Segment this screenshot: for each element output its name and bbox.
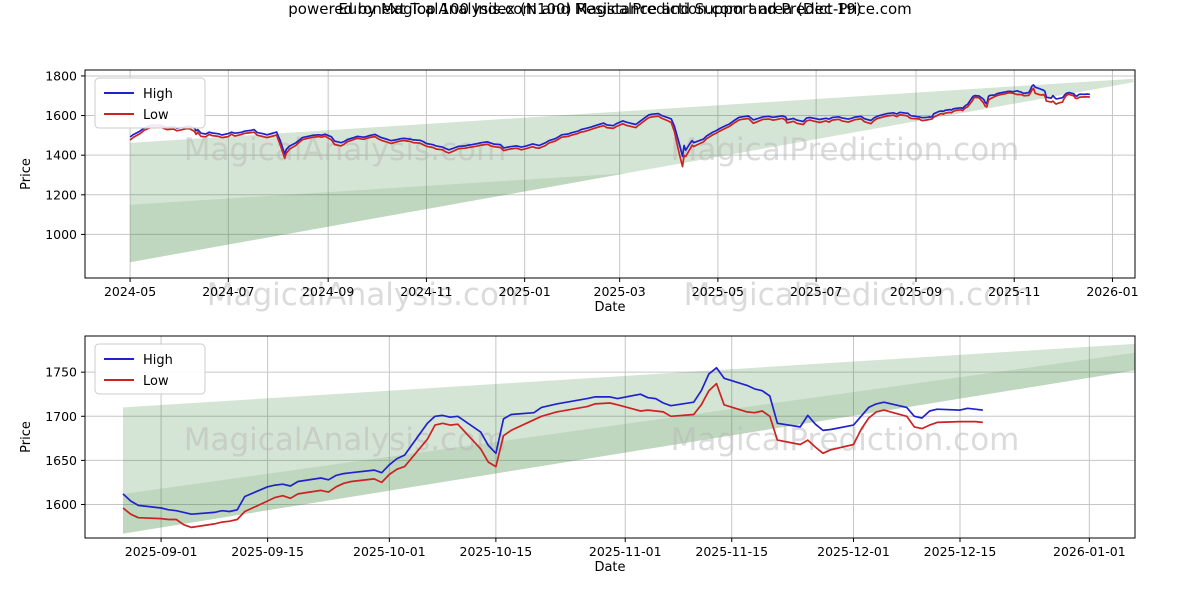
figure-title: Euronext Top 100 Index (N100) Resistance… — [338, 0, 862, 18]
watermark-text: MagicalPrediction.com — [684, 277, 1033, 313]
watermark-text: MagicalAnalysis.com — [184, 132, 506, 168]
x-tick-label: 2025-09 — [890, 284, 942, 299]
y-tick-label: 1750 — [45, 365, 77, 380]
watermark-text: MagicalPrediction.com — [671, 132, 1020, 168]
support-area-overlap — [130, 173, 627, 263]
x-tick-label: 2025-12-15 — [924, 544, 997, 559]
gridlines — [85, 70, 1135, 278]
x-tick-label: 2025-10-01 — [353, 544, 426, 559]
legend-box — [94, 343, 206, 395]
x-tick-label: 2025-09-01 — [125, 544, 198, 559]
top-chart: MagicalAnalysis.com MagicalPrediction.com… — [19, 68, 1139, 315]
bottom-chart: MagicalAnalysis.com MagicalPrediction.com… — [19, 335, 1136, 575]
plot-border — [84, 335, 1136, 539]
x-tick-label: 2025-12-01 — [817, 544, 890, 559]
x-tick-label: 2024-07 — [202, 284, 254, 299]
watermark-text: MagicalAnalysis.com — [184, 422, 506, 458]
x-tick-label: 2025-11-15 — [695, 544, 768, 559]
legend-low-label: Low — [143, 108, 169, 123]
x-tick-label: 2024-09 — [302, 284, 354, 299]
low-line — [129, 87, 1091, 168]
x-tick-label: 2025-11-01 — [589, 544, 662, 559]
watermark-text: MagicalPrediction.com — [671, 422, 1020, 458]
support-resistance-area — [123, 343, 1135, 534]
y-tick-label: 1700 — [45, 409, 77, 424]
y-tick-label: 1200 — [45, 187, 77, 202]
axes: 2024-05 2024-07 2024-09 2024-11 2025-01 2025-… — [19, 68, 1139, 315]
x-tick-label: 2026-01 — [1086, 284, 1138, 299]
y-tick-label: 1400 — [45, 148, 77, 163]
axes: 2025-09-01 2025-09-15 2025-10-01 2025-10-15… — [19, 365, 1126, 575]
x-tick-label: 2024-05 — [104, 284, 156, 299]
x-tick-label: 2024-11 — [400, 284, 452, 299]
watermark-text: MagicalAnalysis.com — [207, 277, 529, 313]
x-tick-label: 2025-07 — [790, 284, 842, 299]
legend-high-label: High — [143, 87, 173, 102]
legend-high-label: High — [143, 353, 173, 368]
x-tick-label: 2025-05 — [692, 284, 744, 299]
legend-box — [94, 77, 206, 129]
y-tick-label: 1600 — [45, 108, 77, 123]
legend: High Low — [94, 343, 206, 395]
x-axis-label: Date — [594, 300, 625, 315]
low-line — [122, 382, 983, 529]
legend: High Low — [94, 77, 206, 129]
figure-subtitle: powered by MagicalAnalysis.com and Magic… — [288, 0, 912, 18]
y-tick-label: 1600 — [45, 497, 77, 512]
support-area-overlap — [123, 352, 1135, 534]
x-tick-label: 2025-01 — [499, 284, 551, 299]
x-tick-label: 2025-09-15 — [231, 544, 304, 559]
support-resistance-area — [130, 78, 1134, 263]
x-tick-label: 2026-01-01 — [1053, 544, 1126, 559]
x-tick-label: 2025-11 — [988, 284, 1040, 299]
high-line — [122, 366, 983, 516]
y-axis-label: Price — [19, 421, 34, 453]
x-axis-label: Date — [594, 560, 625, 575]
legend-low-label: Low — [143, 374, 169, 389]
y-axis-label: Price — [19, 158, 34, 190]
plot-border — [84, 69, 1136, 279]
x-tick-label: 2025-03 — [594, 284, 646, 299]
y-tick-label: 1000 — [45, 227, 77, 242]
y-tick-label: 1650 — [45, 453, 77, 468]
x-tick-label: 2025-10-15 — [460, 544, 533, 559]
y-tick-label: 1800 — [45, 68, 77, 83]
